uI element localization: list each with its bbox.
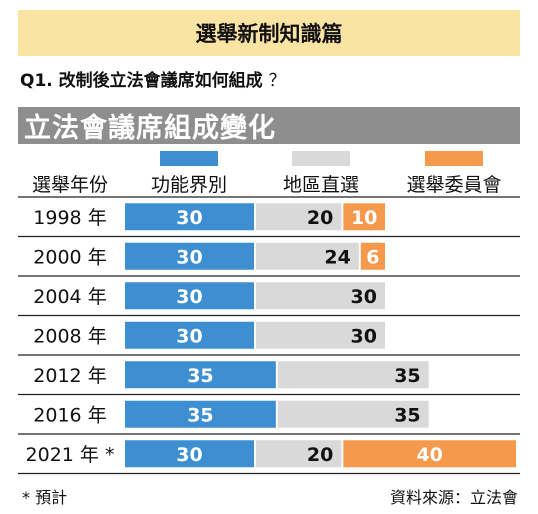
bar-2 — [256, 203, 342, 231]
category-label: 2012 年 — [33, 365, 106, 387]
bar-2 — [277, 400, 429, 428]
bar-1 — [125, 321, 254, 349]
legend-label-3: 選舉委員會 — [406, 174, 501, 196]
data-label: 35 — [394, 365, 420, 387]
bar-1 — [125, 400, 276, 428]
data-label: 30 — [351, 286, 377, 308]
chart-title: 立法會議席組成變化 — [18, 107, 520, 144]
question-text: Q1. 改制後立法會議席如何組成 ？ — [20, 66, 286, 91]
data-label: 35 — [187, 404, 213, 426]
bar-2 — [256, 440, 342, 468]
footnote: * 預計 — [22, 488, 68, 507]
legend-swatch-2 — [292, 151, 350, 166]
data-label: 20 — [307, 207, 333, 229]
data-label: 24 — [324, 246, 350, 268]
data-label: 35 — [187, 365, 213, 387]
data-label: 6 — [366, 246, 379, 268]
data-label: 30 — [176, 444, 202, 466]
legend-swatch-1 — [160, 151, 218, 166]
bar-2 — [256, 321, 385, 349]
data-label: 30 — [176, 286, 202, 308]
category-label: 2000 年 — [33, 246, 106, 268]
legend-label-1: 功能界別 — [151, 174, 227, 196]
data-label: 30 — [176, 207, 202, 229]
bar-1 — [125, 440, 254, 468]
bar-1 — [125, 203, 254, 231]
bar-2 — [256, 242, 359, 270]
source-note: 資料來源：立法會 — [389, 488, 518, 507]
category-header: 選舉年份 — [32, 174, 108, 196]
legend-label-2: 地區直選 — [283, 174, 359, 196]
bar-2 — [277, 361, 429, 389]
data-label: 30 — [176, 246, 202, 268]
category-label: 2016 年 — [33, 404, 106, 426]
section-banner: 選舉新制知識篇 — [18, 10, 520, 56]
question-mark: ？ — [268, 71, 286, 91]
bar-1 — [125, 361, 276, 389]
data-label: 35 — [394, 404, 420, 426]
category-label: 1998 年 — [33, 207, 106, 229]
legend-swatch-3 — [425, 151, 483, 166]
category-label: 2004 年 — [33, 286, 106, 308]
data-label: 20 — [307, 444, 333, 466]
data-label: 40 — [416, 444, 442, 466]
bar-2 — [256, 282, 385, 310]
bar-1 — [125, 282, 254, 310]
category-label: 2021 年 * — [26, 444, 115, 466]
data-label: 30 — [351, 325, 377, 347]
bar-1 — [125, 242, 254, 270]
data-label: 10 — [351, 207, 377, 229]
bar-3 — [343, 440, 516, 468]
bar-3 — [343, 203, 385, 231]
bar-3 — [360, 242, 385, 270]
category-label: 2008 年 — [33, 325, 106, 347]
data-label: 30 — [176, 325, 202, 347]
question-label: Q1. 改制後立法會議席如何組成 — [20, 71, 263, 91]
